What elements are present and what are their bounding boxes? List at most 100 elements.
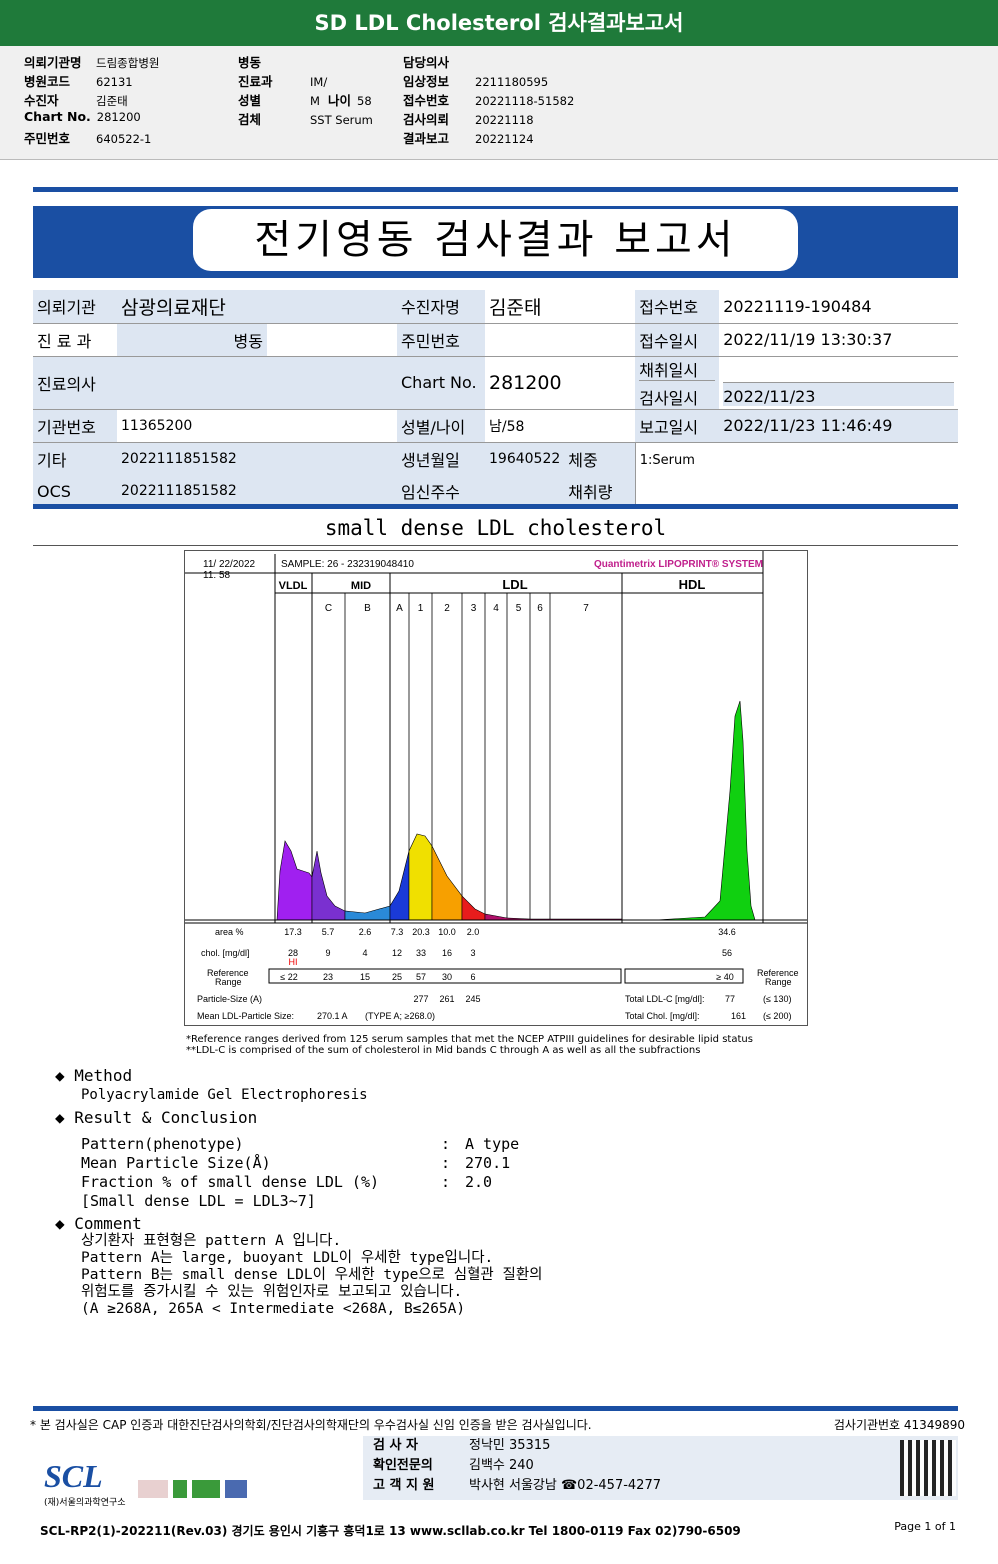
label-resident-no: 주민번호 (397, 323, 485, 357)
ref-label-right: Reference (757, 968, 799, 978)
curve-segment-6 (431, 845, 463, 921)
curve-segment-7 (461, 895, 486, 921)
chol-label: chol. [mg/dl] (201, 948, 250, 958)
ref-value: ≤ 22 (280, 972, 297, 982)
chol-value: 4 (362, 948, 367, 958)
total-ldl-value: 77 (725, 994, 735, 1004)
footer-notice: * 본 검사실은 CAP 인증과 대한진단검사의학회/진단검사의학재단의 우수검… (30, 1418, 592, 1432)
result-row: Mean Particle Size(Å):270.1 (81, 1154, 519, 1173)
particle-label: Particle-Size (A) (197, 994, 262, 1004)
top-rule (33, 187, 958, 192)
value-test-time: 2022/11/23 (723, 383, 954, 406)
band-label: 6 (537, 603, 543, 614)
method-section: ◆ Method Polyacrylamide Gel Electrophore… (55, 1066, 368, 1103)
info-right-row: 임상정보 2211180595 (403, 71, 574, 90)
area-value: 2.6 (359, 927, 372, 937)
mid-rule (33, 504, 958, 509)
label-requesting-org: 의뢰기관 (33, 290, 117, 324)
band-label: 1 (418, 603, 424, 614)
report-info-table: 의뢰기관 삼광의료재단 수진자명 김준태 접수번호 20221119-19048… (33, 290, 958, 509)
result-cell: Pattern(phenotype) (81, 1135, 244, 1153)
total-chol-ref: (≤ 200) (763, 1011, 791, 1021)
ref-value: 15 (360, 972, 370, 982)
result-cell: 270.1 (465, 1154, 511, 1172)
curve-segment-9 (654, 700, 756, 921)
info-right-value: 20221124 (475, 132, 534, 146)
lipoprint-svg: 11/ 22/2022 11: 58 SAMPLE: 26 - 23231904… (185, 551, 807, 1021)
result-row: Pattern(phenotype): A type (81, 1135, 519, 1154)
area-value: 34.6 (718, 927, 736, 937)
value-chart-no: 281200 (485, 356, 636, 410)
signoff-row: 검 사 자 정낙민 35315 (373, 1436, 948, 1456)
area-value: 2.0 (467, 927, 480, 937)
patient-info-panel: 의뢰기관명 드림종합병원 병원코드 62131 수진자 김준태 Chart No. 28120… (0, 46, 998, 160)
footer-signoff-table: 검 사 자 정낙민 35315 확인전문의 김백수 240 고 객 지 원 박사현 서울강… (363, 1436, 958, 1500)
mean-label: Mean LDL-Particle Size: (197, 1011, 294, 1021)
section-title: small dense LDL cholesterol (33, 516, 958, 546)
report-title-band: 전기영동 검사결과 보고서 (33, 206, 958, 278)
ref-hdl-value: ≥ 40 (716, 972, 733, 982)
info-right-label: 검사의뢰 (403, 112, 450, 127)
value-patient-name: 김준태 (485, 290, 636, 324)
total-chol-label: Total Chol. [mg/dl]: (625, 1011, 700, 1021)
area-value: 20.3 (412, 927, 430, 937)
ref-label-right-2: Range (765, 977, 792, 987)
info-mid-label: 성별 (238, 93, 262, 108)
chart-footnote: *Reference ranges derived from 125 serum… (186, 1034, 753, 1056)
signoff-label: 확인전문의 (373, 1458, 433, 1473)
label-physician: 진료의사 (33, 356, 117, 410)
chart-date: 11/ 22/2022 (203, 559, 256, 570)
info-mid-value: M (310, 94, 320, 108)
result-cell: 2.0 (465, 1173, 493, 1191)
value-birthdate: 19640522 (485, 442, 565, 475)
result-cell: Mean Particle Size(Å) (81, 1154, 271, 1172)
info-left-row: 수진자 김준태 (24, 90, 159, 109)
info-right-value: 2211180595 (475, 75, 549, 89)
value-report-time: 2022/11/23 11:46:49 (719, 409, 958, 443)
label-patient-name: 수진자명 (397, 290, 485, 324)
method-title: Method (74, 1066, 133, 1085)
label-weight: 체중 (564, 442, 636, 475)
band-label: A (396, 603, 403, 614)
info-right-row: 담당의사 (403, 52, 574, 71)
result-note: [Small dense LDL = LDL3~7] (81, 1192, 316, 1210)
total-ldl-ref: (≤ 130) (763, 994, 791, 1004)
result-section: ◆ Result & Conclusion Pattern(phenotype)… (55, 1108, 519, 1210)
band-label: 7 (583, 603, 589, 614)
ref-label-2: Range (215, 977, 242, 987)
label-report-time: 보고일시 (635, 409, 720, 443)
info-left-label: Chart No. (24, 109, 91, 124)
diamond-icon: ◆ (55, 1108, 65, 1127)
value-specimen: 1:Serum (634, 442, 958, 509)
chart-time: 11: 58 (203, 570, 230, 581)
label-collection-volume: 채취량 (564, 475, 636, 509)
band-label: 3 (471, 603, 477, 614)
chart-brand: Quantimetrix LIPOPRINT® SYSTEM (594, 559, 763, 570)
label-sex-age: 성별/나이 (397, 409, 485, 443)
info-right-label: 임상정보 (403, 74, 450, 89)
value-physician (117, 356, 397, 410)
curve-segment-2 (311, 850, 346, 921)
signoff-value: 박사현 서울강남 ☎02-457-4277 (469, 1478, 661, 1493)
chol-value: 33 (416, 948, 426, 958)
lipoprint-chart: 11/ 22/2022 11: 58 SAMPLE: 26 - 23231904… (184, 550, 808, 1026)
info-left-row: 주민번호 640522-1 (24, 128, 159, 147)
band-label: 5 (516, 603, 522, 614)
footnote-1: *Reference ranges derived from 125 serum… (186, 1034, 753, 1045)
mean-type: (TYPE A; ≥268.0) (365, 1011, 435, 1021)
chol-value: 9 (325, 948, 330, 958)
chol-value: 16 (442, 948, 452, 958)
value-department: 병동 (117, 323, 267, 357)
value-receipt-no: 20221119-190484 (719, 290, 958, 324)
footer-org-no: 검사기관번호 41349890 (833, 1418, 965, 1432)
scl-logo-subtitle: (재)서울의과학연구소 (44, 1498, 126, 1508)
report-title: 전기영동 검사결과 보고서 (193, 209, 798, 271)
value-test-time-cell: 2022/11/23 (719, 356, 958, 410)
footnote-2: **LDL-C is comprised of the sum of chole… (186, 1045, 701, 1056)
info-mid-row: 진료과 IM/ (238, 71, 373, 90)
scl-logo-text: SCL (44, 1458, 103, 1494)
area-label: area % (215, 927, 244, 937)
info-mid-label: 검체 (238, 112, 262, 127)
signoff-label: 고 객 지 원 (373, 1478, 435, 1493)
value-other: 2022111851582 (117, 442, 397, 475)
